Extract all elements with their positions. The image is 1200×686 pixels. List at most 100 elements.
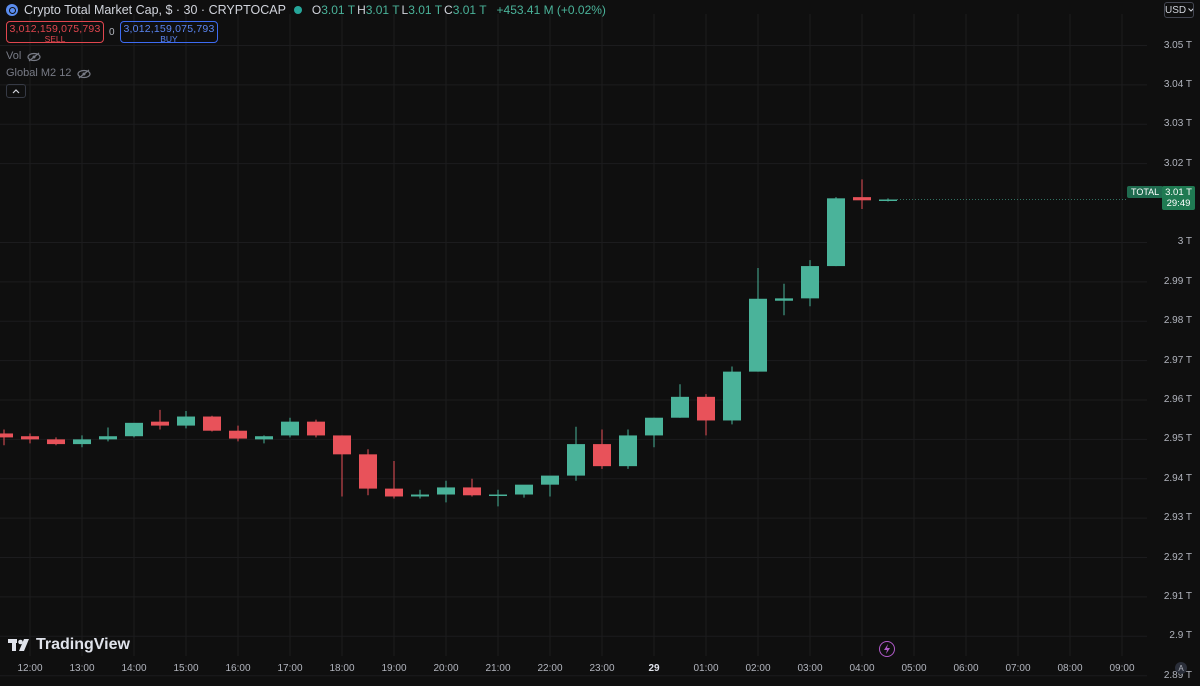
price-tick-label: 2.98 T [1163, 315, 1192, 327]
candle[interactable] [723, 366, 741, 425]
eye-hidden-icon[interactable] [27, 52, 41, 61]
candle-body [229, 430, 247, 439]
candle[interactable] [73, 435, 91, 448]
candle-body [619, 435, 637, 467]
candle[interactable] [281, 417, 299, 438]
price-tick-label: 2.99 T [1163, 275, 1192, 287]
time-tick-label: 07:00 [1005, 663, 1031, 674]
candle-body [99, 436, 117, 440]
buy-button[interactable]: 3,012,159,075,793 BUY [120, 21, 218, 44]
indicator-vol-label: Vol [6, 50, 22, 62]
chevron-up-icon [12, 88, 20, 93]
candle[interactable] [151, 409, 169, 430]
market-status-icon [293, 6, 302, 14]
ohlc-value-h: 3.01 T [365, 3, 400, 17]
candle[interactable] [99, 427, 117, 442]
ohlc-key-c: C [444, 3, 453, 17]
price-tick-label: 3.05 T [1163, 39, 1192, 51]
candle-body [281, 421, 299, 436]
currency-selector[interactable]: USD [1164, 2, 1194, 18]
candlestick-series [0, 179, 897, 507]
eye-hidden-icon[interactable] [77, 69, 92, 78]
time-tick-label: 13:00 [69, 663, 95, 674]
time-tick-label: 05:00 [901, 663, 927, 674]
candle[interactable] [229, 425, 247, 442]
candle[interactable] [411, 489, 429, 499]
candle[interactable] [307, 419, 325, 438]
price-tick-label: 2.91 T [1163, 590, 1192, 602]
candle-body [333, 435, 351, 455]
ohlc-key-h: H [357, 3, 366, 17]
price-change: +453.41 M (+0.02%) [496, 3, 606, 17]
indicator-vol[interactable]: Vol [6, 50, 41, 62]
ohlc-key-l: L [401, 3, 409, 17]
candle[interactable] [203, 415, 221, 432]
candle[interactable] [125, 422, 143, 438]
candle[interactable] [463, 478, 481, 497]
candle-body [541, 475, 559, 485]
price-tick-label: 2.95 T [1163, 433, 1192, 445]
crypto-symbol-icon [6, 4, 18, 16]
ohlc-value-l: 3.01 T [408, 3, 443, 17]
candle[interactable] [359, 449, 377, 496]
candle[interactable] [47, 437, 65, 446]
candle-body [801, 266, 819, 299]
candle[interactable] [593, 429, 611, 469]
candle[interactable] [853, 179, 871, 209]
candle-body [645, 417, 663, 436]
candle[interactable] [177, 411, 195, 429]
candle-body [151, 421, 169, 426]
sell-price: 3,012,159,075,793 [9, 23, 101, 35]
candle[interactable] [541, 475, 559, 497]
candle-body [385, 488, 403, 497]
candle-body [567, 444, 585, 476]
price-tick-label: 2.9 T [1169, 630, 1192, 642]
lightning-icon[interactable] [879, 641, 895, 657]
price-tick-label: 2.93 T [1163, 512, 1192, 524]
indicator-m2[interactable]: Global M2 12 [6, 67, 92, 79]
candle[interactable] [775, 283, 793, 316]
candle-body [775, 298, 793, 301]
candle[interactable] [21, 433, 39, 444]
tradingview-logo[interactable]: TradingView [8, 636, 130, 654]
candle[interactable] [385, 461, 403, 499]
chart-title[interactable]: Crypto Total Market Cap, $ · 30 · CRYPTO… [24, 3, 286, 17]
candle-body [255, 436, 273, 440]
candle[interactable] [671, 384, 689, 418]
price-tick-label: 2.89 T [1163, 669, 1192, 681]
candle[interactable] [827, 197, 845, 267]
candle-body [671, 396, 689, 418]
candle[interactable] [333, 435, 351, 497]
candle[interactable] [0, 429, 13, 446]
buy-label: BUY [160, 34, 178, 44]
last-price-value: 3.01 T [1165, 187, 1192, 198]
indicator-m2-label: Global M2 12 [6, 67, 72, 79]
candle-body [879, 199, 897, 202]
candle-body [515, 484, 533, 495]
symbol-price-tag: TOTAL [1127, 186, 1164, 198]
candle[interactable] [645, 417, 663, 448]
candle-body [411, 494, 429, 497]
collapse-indicators-button[interactable] [6, 84, 26, 98]
auto-scale-button[interactable]: A [1175, 662, 1187, 674]
candle[interactable] [879, 198, 897, 202]
ohlc-value-c: 3.01 T [452, 3, 487, 17]
candle[interactable] [515, 484, 533, 498]
candle[interactable] [437, 480, 455, 503]
candle[interactable] [567, 426, 585, 481]
candle[interactable] [489, 489, 507, 507]
candle[interactable] [255, 435, 273, 444]
candle[interactable] [801, 260, 819, 307]
price-tick-label: 3.02 T [1163, 157, 1192, 169]
ohlc-values: O3.01 T H3.01 T L3.01 T C3.01 T [310, 3, 487, 17]
candle-body [853, 197, 871, 201]
candle[interactable] [619, 429, 637, 469]
sell-button[interactable]: 3,012,159,075,793 SELL [6, 21, 104, 44]
last-price-tag: 3.01 T 29:49 [1162, 186, 1195, 210]
buy-price: 3,012,159,075,793 [123, 23, 215, 35]
candle-body [359, 454, 377, 489]
candle-body [827, 198, 845, 267]
candle[interactable] [749, 268, 767, 372]
candle[interactable] [697, 394, 715, 436]
